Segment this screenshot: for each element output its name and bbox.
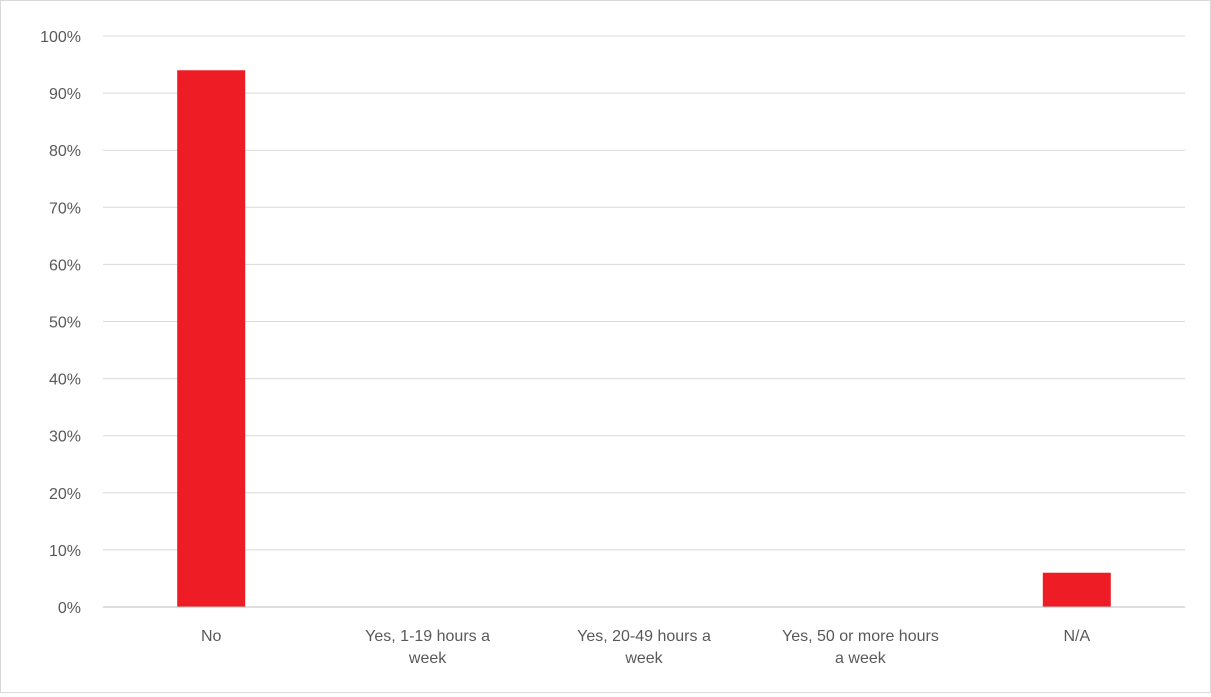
y-tick-label: 20%	[49, 486, 81, 503]
bar	[177, 70, 246, 607]
x-category-labels: No Yes, 1-19 hours a week Yes, 20-49 hours …	[201, 628, 1090, 667]
y-tick-label: 30%	[49, 429, 81, 446]
y-tick-label: 80%	[49, 143, 81, 160]
y-tick-label: 90%	[49, 86, 81, 103]
x-category-label: No	[201, 628, 222, 645]
gridlines	[103, 35, 1185, 551]
y-tick-label: 10%	[49, 543, 81, 560]
y-tick-label: 70%	[49, 200, 81, 217]
bars	[177, 70, 1111, 607]
y-tick-label: 100%	[40, 29, 81, 46]
y-tick-label: 50%	[49, 315, 81, 332]
x-category-label: Yes, 20-49 hours a week	[577, 628, 711, 667]
x-category-label: Yes, 50 or more hours a week	[782, 628, 939, 667]
bar	[1042, 572, 1111, 607]
x-category-label: N/A	[1063, 628, 1090, 645]
x-category-label: Yes, 1-19 hours a week	[365, 628, 490, 667]
y-tick-label: 40%	[49, 372, 81, 389]
y-tick-label: 0%	[58, 600, 81, 617]
y-tick-label: 60%	[49, 257, 81, 274]
y-tick-labels: 0% 10% 20% 30% 40% 50% 60% 70% 80% 90% 100%	[40, 29, 81, 617]
